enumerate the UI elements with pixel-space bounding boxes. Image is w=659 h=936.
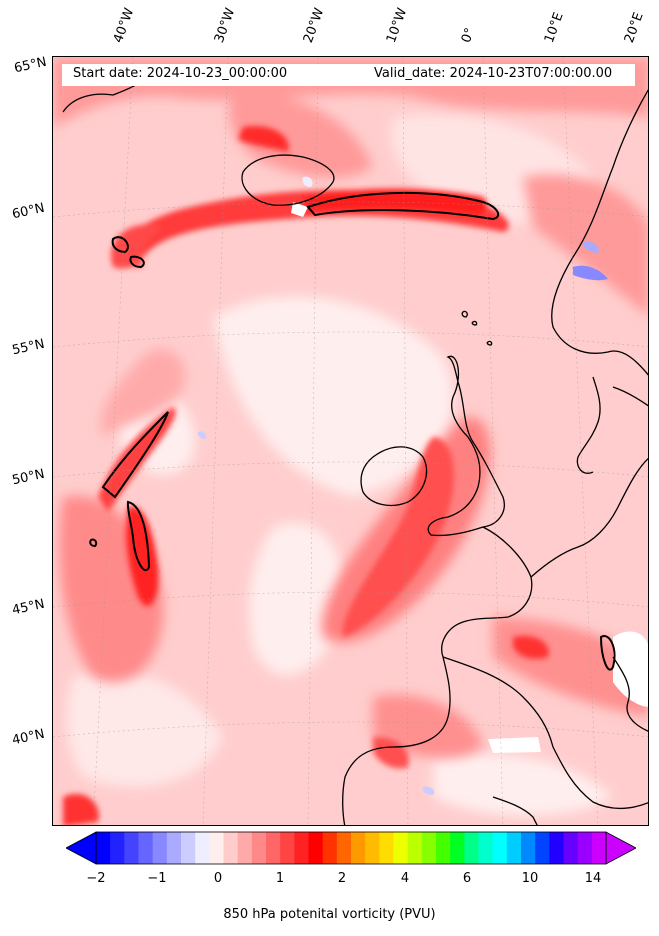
colorbar-cell: [407, 832, 423, 864]
colorbar-cell: [478, 832, 494, 864]
lat-label-50n: 50°N: [10, 466, 46, 489]
colorbar-cell: [138, 832, 154, 864]
start-date-label: Start date: 2024-10-23_00:00:00: [73, 66, 288, 81]
colorbar-cells: [96, 832, 607, 864]
colorbar-cell: [506, 832, 522, 864]
lon-label-30w: 30°W: [211, 6, 239, 45]
colorbar-cell: [450, 832, 465, 864]
pv-negative-patches: [197, 176, 608, 795]
colorbar-cell: [492, 832, 508, 864]
colorbar-label: 850 hPa potenital vorticity (PVU): [223, 907, 436, 922]
colorbar-cell: [393, 832, 409, 864]
lat-label-40n: 40°N: [10, 726, 46, 749]
colorbar-tick-label: 1: [275, 871, 285, 886]
colorbar-cell: [365, 832, 380, 864]
colorbar-cell: [577, 832, 593, 864]
colorbar-cell: [521, 832, 536, 864]
colorbar-cell: [110, 832, 125, 864]
lon-label-10w: 10°W: [383, 6, 411, 45]
colorbar-min-extension: [66, 831, 97, 865]
colorbar-cell: [166, 832, 182, 864]
colorbar-cell: [124, 832, 139, 864]
colorbar-cell: [549, 832, 564, 864]
colorbar-cell: [436, 832, 451, 864]
lon-label-40w: 40°W: [110, 6, 138, 45]
colorbar-tick-label: 14: [584, 871, 602, 886]
colorbar-cell: [308, 832, 324, 864]
colorbar-tick-label: 4: [400, 871, 410, 886]
lon-label-20w: 20°W: [300, 6, 328, 45]
colorbar-cell: [351, 832, 366, 864]
vorticity-field-map: [53, 57, 648, 825]
colorbar-cell: [237, 832, 253, 864]
colorbar-cell: [181, 832, 196, 864]
colorbar-cell: [336, 832, 352, 864]
colorbar-cell: [195, 832, 210, 864]
lat-label-45n: 45°N: [10, 596, 46, 619]
missing-data-areas: [291, 202, 648, 753]
colorbar-cell: [209, 832, 224, 864]
colorbar-cell: [280, 832, 295, 864]
colorbar-cell: [322, 832, 338, 864]
colorbar-cell: [464, 832, 479, 864]
colorbar-cell: [421, 832, 437, 864]
colorbar: [66, 831, 636, 865]
lat-label-60n: 60°N: [10, 200, 46, 223]
map-panel: [52, 56, 649, 826]
colorbar-cell: [591, 832, 607, 864]
colorbar-tick-label: 6: [462, 871, 472, 886]
pv-2-contours: [89, 191, 616, 671]
map-header-bar: [62, 64, 635, 86]
colorbar-cell: [379, 832, 394, 864]
colorbar-tick-label: 2: [337, 871, 347, 886]
lon-label-20e: 20°E: [621, 10, 647, 46]
colorbar-cell: [294, 832, 309, 864]
graticule: [53, 57, 648, 825]
valid-date-label: Valid_date: 2024-10-23T07:00:00.00: [374, 66, 613, 81]
colorbar-tick-label: 10: [521, 871, 539, 886]
lon-label-10e: 10°E: [541, 10, 567, 46]
colorbar-frame: [95, 831, 607, 865]
colorbar-cell: [266, 832, 281, 864]
colorbar-cell: [535, 832, 550, 864]
colorbar-cell: [223, 832, 239, 864]
colorbar-cell: [251, 832, 267, 864]
colorbar-tick-label: −1: [147, 871, 167, 886]
colorbar-cell: [96, 832, 111, 864]
lat-label-65n: 65°N: [12, 54, 48, 77]
colorbar-tick-label: −2: [86, 871, 106, 886]
lat-label-55n: 55°N: [10, 336, 46, 359]
colorbar-cell: [563, 832, 579, 864]
colorbar-tick-label: 0: [213, 871, 223, 886]
colorbar-cell: [152, 832, 168, 864]
lon-label-0: 0°: [458, 25, 479, 45]
coastlines: [62, 71, 648, 825]
colorbar-max-extension: [605, 831, 636, 865]
